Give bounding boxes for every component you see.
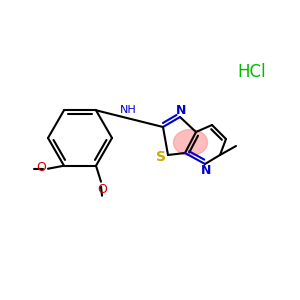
- Text: O: O: [36, 161, 46, 174]
- Text: HCl: HCl: [238, 63, 266, 81]
- Ellipse shape: [173, 130, 208, 155]
- Text: N: N: [176, 103, 186, 116]
- Text: O: O: [97, 183, 107, 196]
- Text: S: S: [156, 150, 166, 164]
- Text: NH: NH: [120, 105, 137, 115]
- Text: N: N: [201, 164, 211, 178]
